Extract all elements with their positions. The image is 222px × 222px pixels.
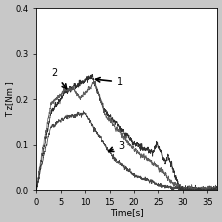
X-axis label: Time[s]: Time[s] — [110, 208, 143, 217]
Y-axis label: T z[Nm ]: T z[Nm ] — [5, 81, 14, 117]
Text: 3: 3 — [109, 141, 125, 151]
Text: 1: 1 — [95, 77, 123, 87]
Text: 2: 2 — [52, 68, 67, 89]
